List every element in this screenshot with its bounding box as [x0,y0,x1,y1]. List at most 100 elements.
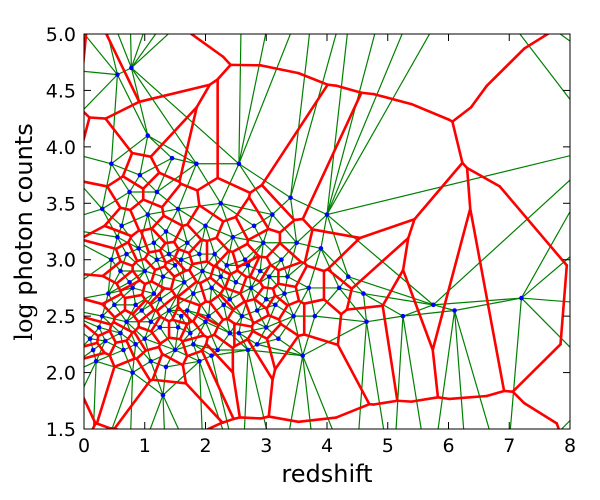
red-mesh-edge-125 [248,275,262,284]
red-mesh-edge-384 [469,84,489,109]
x-tick-label-1: 1 [139,435,151,457]
data-point-27 [145,133,151,138]
red-mesh-edge-339 [297,416,338,424]
data-point-60 [236,161,242,167]
green-mesh-edge-386 [84,360,97,368]
data-point-94 [130,285,135,291]
data-point-72 [273,302,278,308]
red-mesh-edge-4 [96,329,111,338]
red-mesh-edge-255 [176,296,202,307]
red-mesh-edge-370 [559,264,569,346]
red-mesh-edge-136 [265,256,272,266]
red-mesh-edge-194 [119,260,134,268]
red-mesh-edge-55 [150,268,157,283]
red-mesh-edge-308 [253,297,268,311]
red-mesh-edge-146 [278,218,296,234]
red-mesh-edge-235 [172,240,180,251]
red-mesh-edge-121 [245,242,260,258]
red-mesh-edge-345 [360,91,376,96]
green-mesh-edge-336 [130,34,157,69]
data-point-71 [270,212,275,217]
data-point-108 [209,353,214,358]
red-mesh-edge-41 [104,117,134,155]
data-point-25 [142,268,148,274]
red-mesh-edge-355 [485,389,506,398]
red-mesh-edge-157 [301,91,363,221]
red-mesh-edge-348 [372,92,413,106]
data-point-87 [364,319,369,325]
red-mesh-edge-176 [413,161,464,221]
red-mesh-edge-302 [251,329,269,341]
red-mesh-edge-12 [101,274,118,285]
x-tick-label-6: 6 [442,435,454,457]
data-point-21 [133,302,138,308]
red-mesh-edge-378 [451,120,464,165]
red-mesh-edge-184 [84,315,113,326]
green-mesh-edge-82 [156,163,197,193]
red-mesh-edge-64 [149,330,162,345]
red-mesh-edge-228 [152,308,159,313]
red-mesh-edge-126 [258,263,272,284]
red-mesh-edge-10 [84,273,105,278]
x-tick-label-5: 5 [382,435,394,457]
red-mesh-edge-309 [265,293,277,311]
data-point-58 [230,234,236,240]
red-mesh-edge-30 [130,229,141,238]
data-point-35 [163,229,169,234]
green-mesh-edge-403 [84,244,112,261]
green-mesh-edge-364 [326,34,376,215]
red-mesh-edge-383 [485,47,526,88]
green-mesh-edge-13 [101,208,118,238]
red-mesh-edge-271 [191,319,206,337]
red-mesh-edge-128 [248,183,264,195]
data-point-91 [519,295,524,301]
green-mesh-edge-373 [326,34,431,215]
red-mesh-edge-344 [334,84,363,95]
green-mesh-edge-384 [84,349,94,358]
red-mesh-edge-368 [73,273,77,297]
red-mesh-edge-236 [164,240,176,245]
data-point-86 [361,291,366,296]
green-mesh-edge-407 [84,155,112,165]
x-tick-label-7: 7 [503,435,515,457]
x-tick-label-3: 3 [260,435,272,457]
red-mesh-edge-293 [233,337,249,348]
red-mesh-edge-68 [160,182,183,209]
green-mesh-edge-355 [302,355,333,429]
red-mesh-edge-33 [121,175,145,191]
red-mesh-edge-152 [294,285,301,303]
red-mesh-edge-267 [212,323,220,337]
red-mesh-edge-163 [305,264,326,273]
red-mesh-edge-290 [222,286,227,290]
red-mesh-edge-346 [396,399,413,403]
green-mesh-edge-176 [326,214,434,306]
data-point-97 [148,319,154,325]
data-point-49 [203,223,208,229]
red-mesh-edge-199 [123,293,144,300]
red-mesh-edge-111 [231,250,239,269]
green-mesh-edge-412 [432,179,570,306]
red-mesh-edge-385 [523,34,551,50]
data-point-23 [137,172,143,178]
green-mesh-edge-411 [326,155,570,216]
green-mesh-edge-396 [84,292,109,299]
red-mesh-edge-325 [110,17,148,18]
x-axis-label: redshift [281,460,372,488]
red-mesh-edge-198 [119,279,142,293]
red-mesh-edge-349 [436,396,451,401]
red-mesh-edge-300 [257,254,261,258]
data-point-66 [254,308,260,313]
green-mesh-edge-322 [117,34,132,69]
red-mesh-edge-210 [131,299,147,316]
red-mesh-edge-258 [181,334,206,343]
data-point-67 [257,268,263,274]
red-mesh-edge-340 [297,71,329,87]
red-mesh-edge-101 [215,236,231,253]
red-mesh-edge-252 [177,247,191,255]
red-mesh-edge-287 [239,292,246,303]
green-mesh-edge-234 [162,360,200,396]
green-mesh-edge-395 [84,311,103,317]
red-mesh-edge-374 [498,185,569,267]
red-mesh-edge-11 [101,260,122,278]
red-mesh-edge-297 [236,254,260,269]
